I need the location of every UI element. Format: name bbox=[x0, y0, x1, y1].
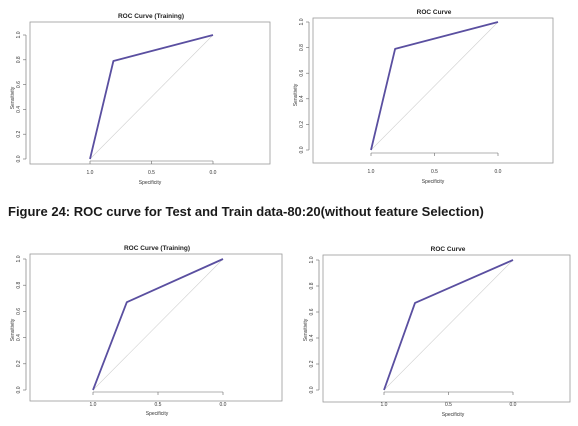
y-tick-label: 0.4 bbox=[16, 334, 22, 341]
x-tick-label: 0.5 bbox=[445, 402, 452, 408]
reference-diagonal bbox=[383, 259, 514, 391]
x-axis-label: Specificity bbox=[442, 412, 465, 418]
y-tick-label: 0.0 bbox=[299, 146, 305, 153]
x-tick-label: 1.0 bbox=[90, 402, 97, 408]
chart-title: ROC Curve (Training) bbox=[118, 13, 184, 20]
y-axis-label: Sensitivity bbox=[10, 86, 16, 109]
plot-frame bbox=[312, 17, 554, 164]
plot-frame bbox=[322, 254, 571, 403]
y-tick-label: 0.6 bbox=[309, 308, 315, 315]
y-axis-label: Sensitivity bbox=[303, 318, 309, 341]
tick-group: 1.0 0.5 0.0 0.0 0.2 0.4 0.6 0.8 1.0 bbox=[16, 255, 227, 408]
y-tick-label: 0.6 bbox=[299, 70, 305, 77]
x-tick-label: 0.5 bbox=[155, 402, 162, 408]
roc-line bbox=[92, 258, 224, 391]
y-tick-label: 0.8 bbox=[16, 282, 22, 289]
plot-frame bbox=[29, 21, 271, 165]
roc-line bbox=[370, 21, 499, 151]
y-axis-label: Sensitivity bbox=[293, 83, 299, 106]
x-axis-label: Specificity bbox=[422, 179, 445, 185]
x-tick-label: 0.0 bbox=[220, 402, 227, 408]
y-tick-label: 1.0 bbox=[16, 31, 22, 38]
y-tick-label: 0.2 bbox=[299, 121, 305, 128]
y-tick-label: 0.2 bbox=[16, 131, 22, 138]
x-tick-label: 0.5 bbox=[148, 170, 155, 176]
x-axis-label: Specificity bbox=[146, 411, 169, 417]
figure-caption: Figure 24: ROC curve for Test and Train … bbox=[8, 204, 484, 219]
x-axis-label: Specificity bbox=[139, 180, 162, 186]
x-tick-label: 0.0 bbox=[495, 169, 502, 175]
roc-chart-test-top: ROC Curve 1.0 0.5 0.0 0.0 0.2 0.4 0.6 0.8 1.0 Sp… bbox=[293, 9, 554, 185]
y-tick-label: 1.0 bbox=[16, 255, 22, 262]
y-tick-label: 0.4 bbox=[299, 95, 305, 102]
tick-group: 1.0 0.5 0.0 0.0 0.2 0.4 0.6 0.8 1.0 bbox=[309, 256, 517, 408]
y-tick-label: 0.8 bbox=[16, 56, 22, 63]
y-tick-label: 1.0 bbox=[309, 256, 315, 263]
y-tick-label: 0.6 bbox=[16, 81, 22, 88]
y-tick-label: 0.0 bbox=[309, 386, 315, 393]
y-tick-label: 0.2 bbox=[309, 360, 315, 367]
chart-title: ROC Curve (Training) bbox=[124, 245, 190, 252]
y-tick-label: 1.0 bbox=[299, 18, 305, 25]
reference-diagonal bbox=[92, 258, 224, 391]
y-tick-label: 0.4 bbox=[16, 106, 22, 113]
chart-title: ROC Curve bbox=[417, 9, 452, 16]
x-tick-label: 0.0 bbox=[510, 402, 517, 408]
plot-frame bbox=[29, 253, 283, 402]
roc-line bbox=[89, 34, 214, 160]
y-axis-label: Sensitivity bbox=[10, 318, 16, 341]
roc-chart-training-top: ROC Curve (Training) 1.0 0.5 0.0 0.0 0.2 0.4 0… bbox=[10, 13, 271, 186]
reference-diagonal bbox=[370, 21, 499, 151]
y-tick-label: 0.8 bbox=[299, 44, 305, 51]
y-tick-label: 0.8 bbox=[309, 282, 315, 289]
y-tick-label: 0.6 bbox=[16, 308, 22, 315]
reference-diagonal bbox=[89, 34, 214, 160]
x-tick-label: 0.5 bbox=[431, 169, 438, 175]
x-tick-label: 0.0 bbox=[210, 170, 217, 176]
chart-title: ROC Curve bbox=[431, 246, 466, 253]
x-tick-label: 1.0 bbox=[87, 170, 94, 176]
y-tick-label: 0.2 bbox=[16, 360, 22, 367]
roc-chart-test-bottom: ROC Curve 1.0 0.5 0.0 0.0 0.2 0.4 0.6 0.8 1.0 Sp… bbox=[303, 246, 571, 418]
y-tick-label: 0.0 bbox=[16, 155, 22, 162]
y-tick-label: 0.4 bbox=[309, 334, 315, 341]
y-tick-label: 0.0 bbox=[16, 386, 22, 393]
roc-line bbox=[383, 259, 514, 391]
roc-chart-training-bottom: ROC Curve (Training) 1.0 0.5 0.0 0.0 0.2 0.4 0… bbox=[10, 245, 283, 417]
x-tick-label: 1.0 bbox=[381, 402, 388, 408]
tick-group: 1.0 0.5 0.0 0.0 0.2 0.4 0.6 0.8 1.0 bbox=[299, 18, 502, 175]
tick-group: 1.0 0.5 0.0 0.0 0.2 0.4 0.6 0.8 1.0 bbox=[16, 31, 217, 176]
x-tick-label: 1.0 bbox=[368, 169, 375, 175]
